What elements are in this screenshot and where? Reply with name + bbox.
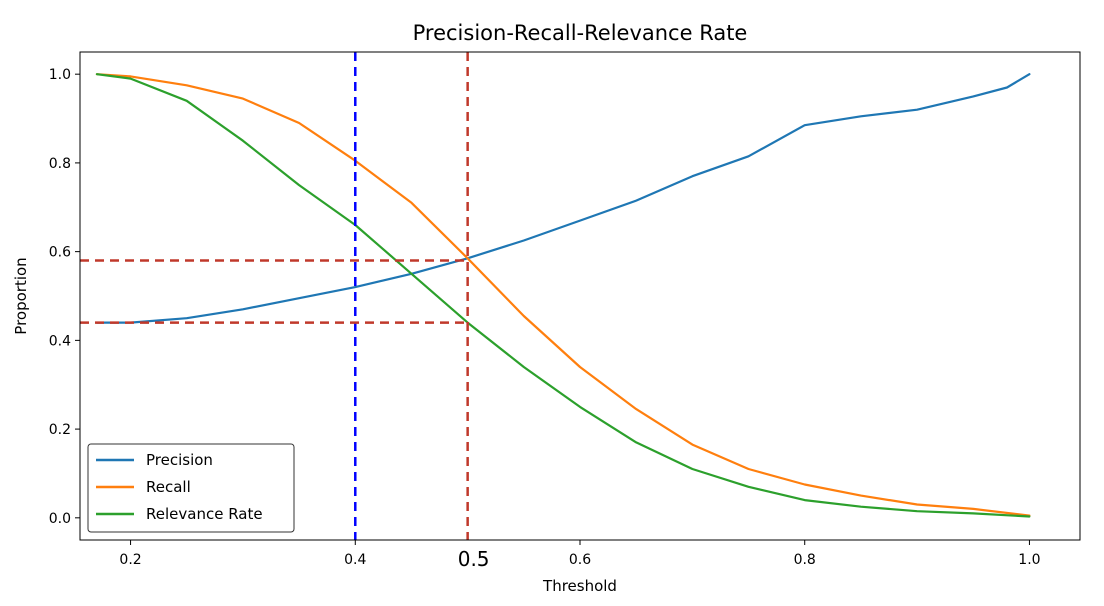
x-tick-label: 1.0 (1018, 552, 1040, 568)
y-tick-label: 0.4 (49, 333, 71, 349)
y-tick-label: 0.2 (49, 422, 71, 438)
x-tick-label: 0.2 (119, 552, 141, 568)
series-line-recall (95, 73, 1031, 517)
series-line-relevance-rate (95, 73, 1031, 518)
y-tick-label: 0.6 (49, 245, 71, 261)
series-line-precision (95, 73, 1031, 324)
x-tick-label: 0.6 (569, 552, 591, 568)
legend-label: Precision (146, 451, 213, 469)
chart-title: Precision-Recall-Relevance Rate (413, 21, 748, 45)
annotations: 0.5 (458, 547, 490, 571)
x-tick-label: 0.4 (344, 552, 366, 568)
y-tick-label: 0.0 (49, 511, 71, 527)
threshold-annotation: 0.5 (458, 547, 490, 571)
legend: Precision Recall Relevance Rate (87, 443, 295, 533)
y-tick-label: 0.8 (49, 156, 71, 172)
plot-area (80, 52, 1031, 540)
y-axis-label: Proportion (12, 257, 30, 334)
axis-ticks: 0.2 0.4 0.6 0.8 1.0 0.0 0.2 0.4 0.6 0.8 1.0 (49, 67, 1041, 568)
y-tick-label: 1.0 (49, 67, 71, 83)
legend-box (87, 443, 295, 533)
legend-label: Relevance Rate (146, 505, 263, 523)
legend-label: Recall (146, 478, 191, 496)
x-tick-label: 0.8 (794, 552, 816, 568)
x-axis-label: Threshold (542, 577, 617, 595)
